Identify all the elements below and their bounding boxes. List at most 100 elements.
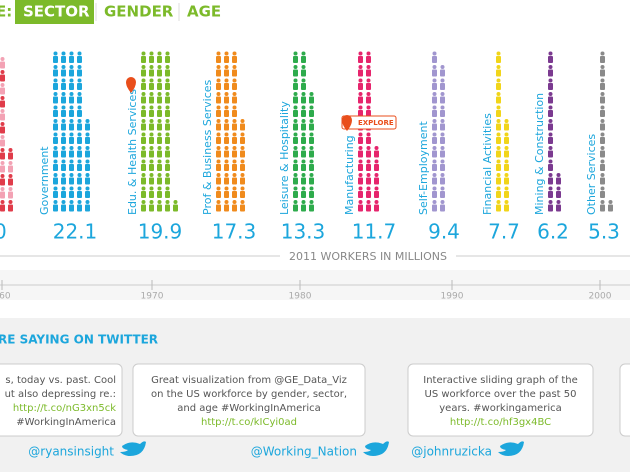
- person-body: [149, 110, 154, 117]
- person-head: [165, 105, 170, 110]
- person-head: [216, 173, 221, 177]
- person-head: [165, 51, 170, 56]
- person-head: [149, 146, 154, 150]
- tweet-link[interactable]: http://t.co/hf3gx4BC: [450, 417, 551, 428]
- person-body: [548, 96, 553, 104]
- person-body: [432, 83, 437, 90]
- person-head: [85, 132, 90, 137]
- person-body: [61, 83, 66, 90]
- person-head: [85, 146, 90, 150]
- person-body: [366, 204, 371, 212]
- person-head: [358, 65, 363, 69]
- person-body: [548, 69, 553, 77]
- tweet-link[interactable]: http://t.co/nG3xn5ck: [13, 403, 116, 414]
- person-body: [53, 191, 58, 198]
- person-head: [149, 65, 154, 69]
- person-body: [309, 191, 314, 198]
- person-body: [432, 177, 437, 185]
- person-body: [149, 69, 154, 77]
- sector-label: Edu. & Health Services: [126, 89, 139, 215]
- person-body: [141, 164, 146, 171]
- person-head: [366, 200, 371, 204]
- person-head: [440, 159, 445, 164]
- tweet-handle[interactable]: @johnruzicka: [411, 445, 492, 459]
- person-body: [61, 204, 66, 212]
- person-body: [301, 191, 306, 198]
- person-body: [600, 150, 605, 158]
- person-body: [301, 137, 306, 144]
- person-head: [432, 132, 437, 137]
- person-body: [216, 96, 221, 104]
- person-head: [432, 78, 437, 83]
- person-head: [141, 146, 146, 150]
- tab[interactable]: SECTOR: [23, 3, 90, 21]
- person-head: [301, 186, 306, 191]
- person-body: [432, 56, 437, 63]
- tweet-handle[interactable]: @Working_Nation: [251, 445, 357, 459]
- person-body: [440, 204, 445, 212]
- person-head: [293, 65, 298, 69]
- person-body: [432, 123, 437, 131]
- person-body: [358, 204, 363, 212]
- person-body: [165, 177, 170, 185]
- person-body: [224, 177, 229, 185]
- person-head: [8, 148, 13, 152]
- person-head: [600, 173, 605, 177]
- tab[interactable]: GENDER: [104, 3, 174, 21]
- person-head: [440, 119, 445, 123]
- person-head: [141, 65, 146, 69]
- person-head: [309, 119, 314, 123]
- person-body: [366, 56, 371, 63]
- person-body: [240, 150, 245, 158]
- twitter-bird: [120, 441, 146, 456]
- person-head: [293, 92, 298, 96]
- person-body: [77, 69, 82, 77]
- tweet-link[interactable]: http://t.co/kICyi0ad: [201, 417, 297, 428]
- person-head: [504, 159, 509, 164]
- person-body: [309, 96, 314, 104]
- tweet-handle[interactable]: @ryansinsight: [28, 445, 114, 459]
- person-head: [374, 200, 379, 204]
- person-body: [374, 177, 379, 185]
- person-body: [309, 110, 314, 117]
- person-head: [149, 51, 154, 56]
- person-head: [77, 186, 82, 191]
- person-head: [165, 159, 170, 164]
- person-head: [85, 119, 90, 123]
- person-head: [224, 146, 229, 150]
- person-head: [548, 200, 553, 204]
- person-head: [61, 200, 66, 204]
- sector-label: Other Services: [585, 134, 598, 215]
- person-body: [301, 164, 306, 171]
- person-head: [141, 92, 146, 96]
- person-body: [53, 69, 58, 77]
- person-body: [548, 204, 553, 212]
- person-body: [224, 191, 229, 198]
- person-head: [165, 200, 170, 204]
- person-body: [0, 100, 5, 108]
- person-body: [240, 123, 245, 131]
- person-head: [440, 132, 445, 137]
- person-body: [293, 56, 298, 63]
- tab[interactable]: AGE: [187, 3, 221, 21]
- person-head: [366, 78, 371, 83]
- person-head: [309, 159, 314, 164]
- person-head: [556, 186, 561, 191]
- sector-value: 19.9: [138, 220, 183, 244]
- person-body: [165, 56, 170, 63]
- person-head: [432, 92, 437, 96]
- person-body: [232, 110, 237, 117]
- person-head: [232, 173, 237, 177]
- person-body: [53, 137, 58, 144]
- person-body: [366, 96, 371, 104]
- person-head: [366, 105, 371, 110]
- person-head: [77, 200, 82, 204]
- sector-value: 7.7: [488, 220, 520, 244]
- person-head: [149, 173, 154, 177]
- tweet-text: years. #workingamerica: [439, 403, 561, 414]
- person-head: [432, 119, 437, 123]
- explore-text[interactable]: EXPLORE: [358, 119, 394, 127]
- person-body: [224, 204, 229, 212]
- person-body: [149, 56, 154, 63]
- person-body: [69, 177, 74, 185]
